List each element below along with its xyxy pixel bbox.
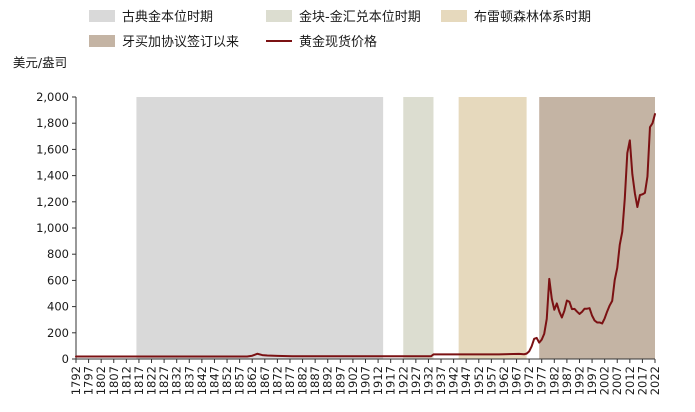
x-tick-label: 1802 <box>94 366 108 395</box>
y-axis-unit-label: 美元/盎司 <box>13 55 67 70</box>
x-tick-label: 1862 <box>245 366 259 395</box>
y-tick-label: 1,400 <box>36 169 69 183</box>
y-axis: 0 200 400 600 800 1,000 1,200 1,400 1,600 1,800 2,… <box>36 90 77 366</box>
x-tick-label: 1832 <box>170 366 184 395</box>
x-tick-label: 1952 <box>472 366 486 395</box>
x-tick-label: 1897 <box>333 366 347 395</box>
x-tick-label: 1877 <box>283 366 297 395</box>
period-band-1 <box>136 97 384 359</box>
x-tick-label: 1957 <box>484 366 498 395</box>
series-line-1 <box>75 113 656 358</box>
x-tick-label: 1822 <box>145 366 159 395</box>
x-tick-label: 1902 <box>346 366 360 395</box>
x-tick-label: 1907 <box>359 366 373 395</box>
y-tick-label: 0 <box>62 352 69 366</box>
x-tick-label: 1887 <box>308 366 322 395</box>
x-tick-label: 1792 <box>69 366 83 395</box>
legend-label-period-4: 牙买加协议签订以来 <box>122 34 239 50</box>
x-axis: 1792179718021807181218171822182718321837… <box>69 358 662 395</box>
x-tick-label: 1967 <box>510 366 524 395</box>
x-tick-label: 1867 <box>258 366 272 395</box>
legend-swatch-period-2 <box>266 10 292 22</box>
x-tick-label: 1892 <box>321 366 335 395</box>
x-tick-label: 2002 <box>598 366 612 395</box>
legend-label-period-1: 古典金本位时期 <box>122 9 213 25</box>
x-tick-label: 1927 <box>409 366 423 395</box>
x-tick-label: 1922 <box>396 366 410 395</box>
x-tick-label: 1942 <box>447 366 461 395</box>
x-tick-label: 1992 <box>572 366 586 395</box>
x-tick-label: 1842 <box>195 366 209 395</box>
x-tick-label: 1917 <box>384 366 398 395</box>
x-tick-label: 1827 <box>157 366 171 395</box>
x-tick-label: 1987 <box>560 366 574 395</box>
x-tick-label: 1972 <box>522 366 536 395</box>
legend-label-period-3: 布雷顿森林体系时期 <box>474 10 591 25</box>
period-band-3 <box>458 97 527 359</box>
x-tick-label: 1932 <box>421 366 435 395</box>
x-tick-label: 1977 <box>535 366 549 395</box>
x-tick-label: 2017 <box>635 366 649 395</box>
y-tick-label: 1,800 <box>36 116 69 130</box>
x-tick-label: 1857 <box>233 366 247 395</box>
period-band-2 <box>403 97 434 359</box>
period-band-4 <box>539 97 655 359</box>
x-tick-label: 1817 <box>132 366 146 395</box>
y-tick-label: 1,200 <box>36 195 69 209</box>
x-tick-label: 1852 <box>220 366 234 395</box>
series-layer <box>75 113 656 358</box>
x-tick-label: 2007 <box>610 366 624 395</box>
x-tick-label: 1807 <box>107 366 121 395</box>
x-tick-label: 1997 <box>585 366 599 395</box>
x-tick-label: 1937 <box>434 366 448 395</box>
x-tick-label: 2022 <box>648 366 662 395</box>
x-tick-label: 1837 <box>182 366 196 395</box>
x-tick-label: 1982 <box>547 366 561 395</box>
legend-swatch-period-1 <box>89 10 115 22</box>
y-tick-label: 2,000 <box>36 90 69 104</box>
period-bands <box>136 97 655 359</box>
x-tick-label: 1912 <box>371 366 385 395</box>
x-tick-label: 1882 <box>296 366 310 395</box>
y-tick-label: 1,000 <box>36 221 69 235</box>
x-tick-label: 1962 <box>497 366 511 395</box>
x-tick-label: 1797 <box>82 366 96 395</box>
x-tick-label: 1872 <box>270 366 284 395</box>
x-tick-label: 2012 <box>623 366 637 395</box>
legend-swatch-period-3 <box>441 10 467 22</box>
x-tick-label: 1847 <box>207 366 221 395</box>
y-tick-label: 1,600 <box>36 142 69 156</box>
y-tick-label: 600 <box>47 273 69 287</box>
y-tick-label: 400 <box>47 300 69 314</box>
x-tick-label: 1812 <box>119 366 133 395</box>
legend-swatch-period-4 <box>89 35 115 47</box>
y-tick-label: 200 <box>47 326 69 340</box>
legend-label-series-1: 黄金现货价格 <box>299 34 377 50</box>
y-tick-label: 800 <box>47 247 69 261</box>
x-tick-label: 1947 <box>459 366 473 395</box>
legend-label-period-2: 金块-金汇兑本位时期 <box>299 9 421 25</box>
